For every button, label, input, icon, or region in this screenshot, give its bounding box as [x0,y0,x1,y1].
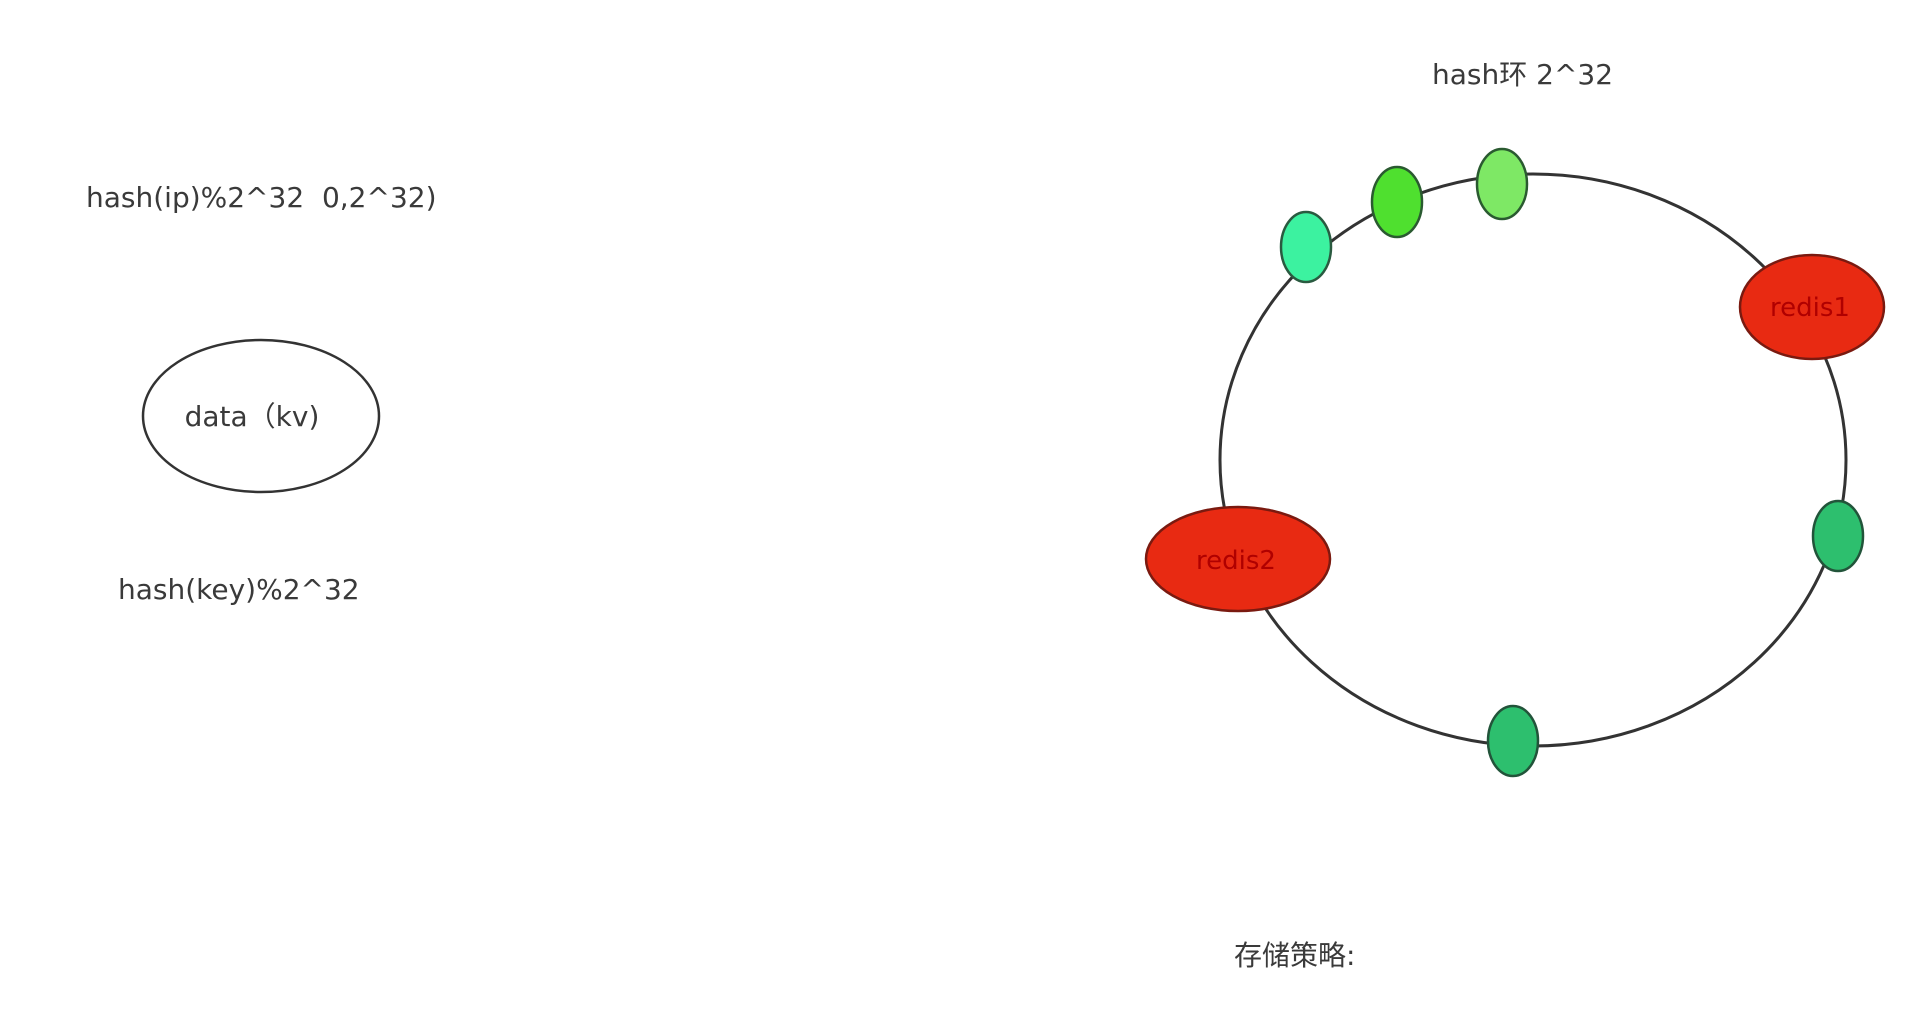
virtual-node-bottom [1486,704,1540,778]
server-node-shape [1738,253,1886,361]
hash-ip-formula: hash(ip)%2^32 0,2^32) [86,181,437,214]
virtual-node-green [1370,165,1424,239]
server-node-label: redis1 [1770,293,1850,323]
data-node: data（kv) [141,338,381,494]
data-node-shape [141,338,381,494]
virtual-node-light-green [1475,147,1529,221]
server-node-redis2: redis2 [1144,505,1332,613]
server-node-shape [1144,505,1332,613]
server-node-redis1: redis1 [1738,253,1886,361]
ring-title: hash环 2^32 [1432,58,1614,91]
server-node-label: redis2 [1196,546,1276,576]
storage-strategy-label: 存储策略: [1234,939,1356,972]
virtual-node-right [1811,499,1865,573]
hash-key-formula: hash(key)%2^32 [118,573,360,606]
virtual-node-teal [1279,210,1333,284]
data-node-label: data（kv) [185,400,320,433]
